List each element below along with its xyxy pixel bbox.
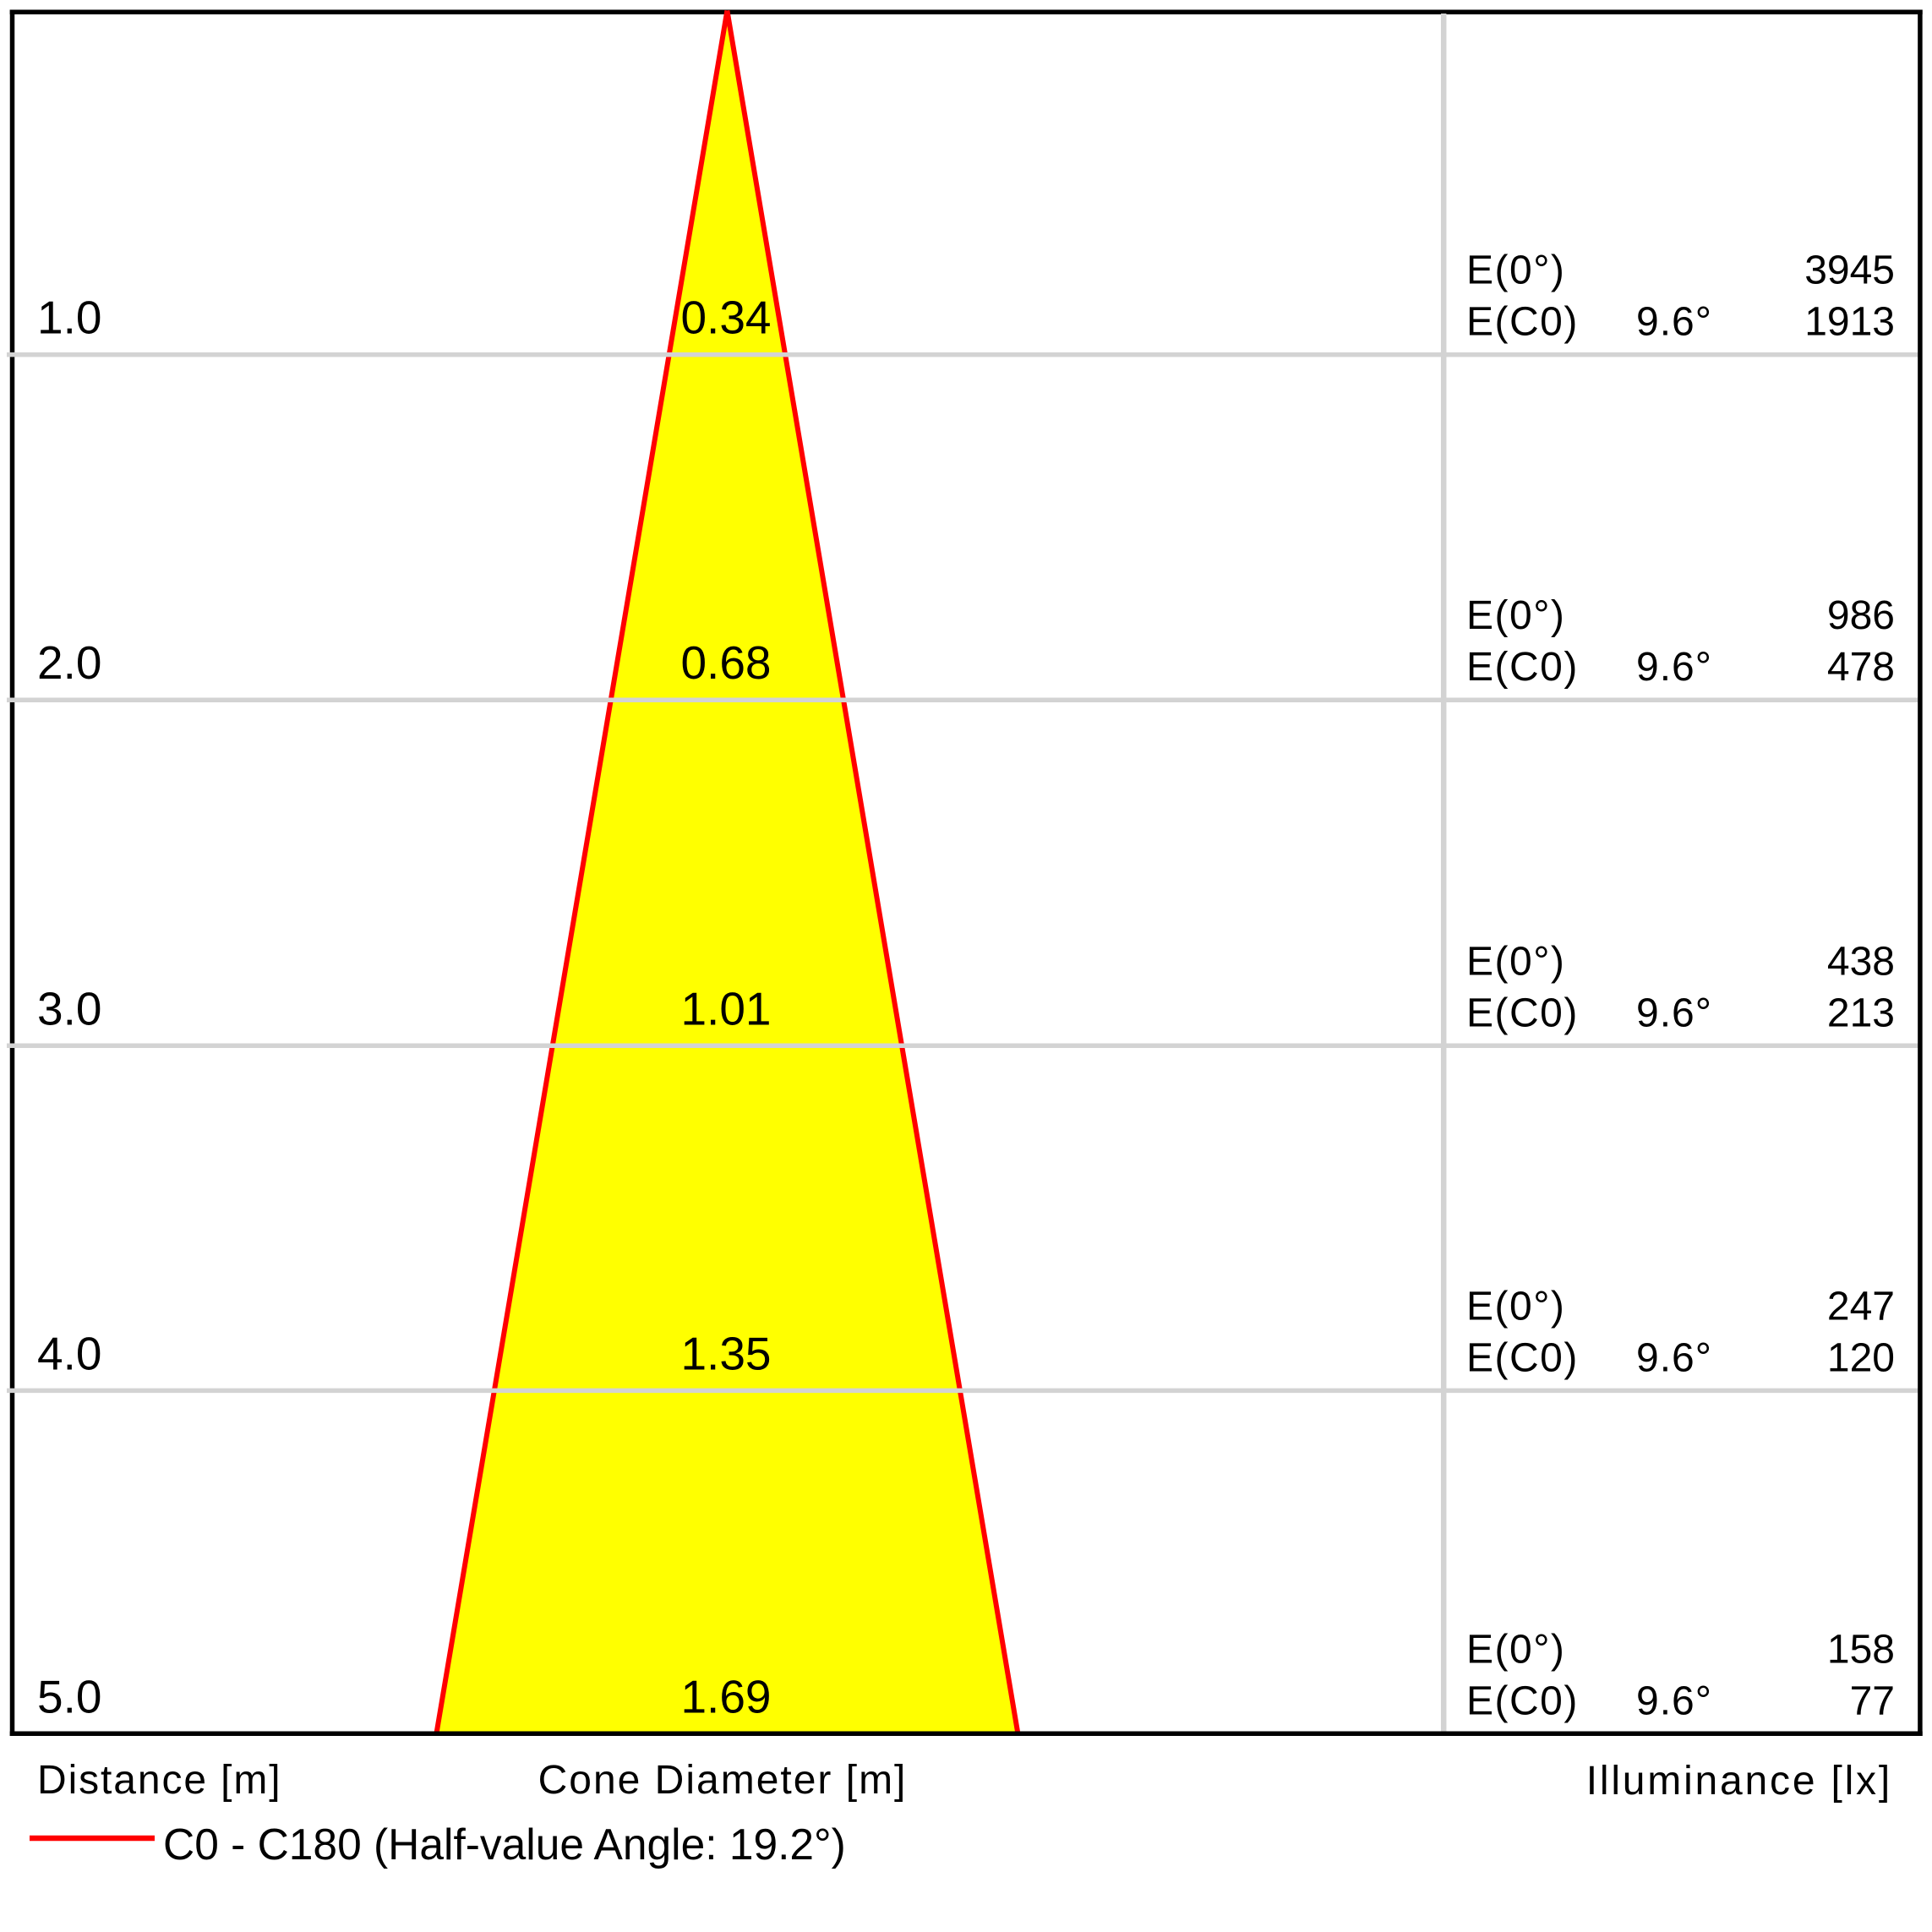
svg-text:9.6°: 9.6° <box>1636 991 1712 1035</box>
svg-text:C0 - C180 (Half-value Angle: 1: C0 - C180 (Half-value Angle: 19.2°) <box>163 1820 846 1869</box>
svg-text:2.0: 2.0 <box>37 636 101 689</box>
svg-text:478: 478 <box>1827 645 1895 690</box>
svg-text:Cone Diameter [m]: Cone Diameter [m] <box>538 1758 908 1803</box>
svg-text:E(0°): E(0°) <box>1466 939 1565 984</box>
svg-text:9.6°: 9.6° <box>1636 1335 1712 1380</box>
svg-text:1913: 1913 <box>1804 300 1895 345</box>
svg-text:4.0: 4.0 <box>37 1327 101 1379</box>
svg-text:E(0°): E(0°) <box>1466 593 1565 638</box>
svg-text:E(C0): E(C0) <box>1466 991 1579 1035</box>
svg-text:1.0: 1.0 <box>37 292 101 344</box>
svg-text:77: 77 <box>1850 1678 1895 1723</box>
svg-text:0.34: 0.34 <box>680 292 771 344</box>
svg-text:120: 120 <box>1827 1335 1895 1380</box>
svg-text:9.6°: 9.6° <box>1636 1678 1712 1723</box>
svg-text:E(0°): E(0°) <box>1466 1284 1565 1329</box>
svg-text:9.6°: 9.6° <box>1636 645 1712 690</box>
svg-text:9.6°: 9.6° <box>1636 300 1712 345</box>
svg-text:3945: 3945 <box>1804 248 1895 293</box>
svg-text:986: 986 <box>1827 593 1895 638</box>
svg-text:E(C0): E(C0) <box>1466 1678 1579 1723</box>
svg-text:E(C0): E(C0) <box>1466 300 1579 345</box>
svg-text:E(0°): E(0°) <box>1466 248 1565 293</box>
svg-text:247: 247 <box>1827 1284 1895 1329</box>
svg-text:0.68: 0.68 <box>680 636 771 689</box>
svg-text:1.01: 1.01 <box>680 982 771 1034</box>
svg-text:3.0: 3.0 <box>37 982 101 1034</box>
svg-text:E(C0): E(C0) <box>1466 645 1579 690</box>
svg-text:Illuminance [lx]: Illuminance [lx] <box>1586 1759 1892 1804</box>
svg-text:E(0°): E(0°) <box>1466 1627 1565 1672</box>
svg-text:213: 213 <box>1827 991 1895 1035</box>
svg-text:438: 438 <box>1827 939 1895 984</box>
svg-text:1.69: 1.69 <box>680 1671 771 1723</box>
svg-text:1.35: 1.35 <box>680 1327 771 1379</box>
svg-text:158: 158 <box>1827 1627 1895 1672</box>
svg-text:Distance [m]: Distance [m] <box>37 1758 282 1803</box>
svg-text:E(C0): E(C0) <box>1466 1335 1579 1380</box>
svg-text:5.0: 5.0 <box>37 1671 101 1723</box>
